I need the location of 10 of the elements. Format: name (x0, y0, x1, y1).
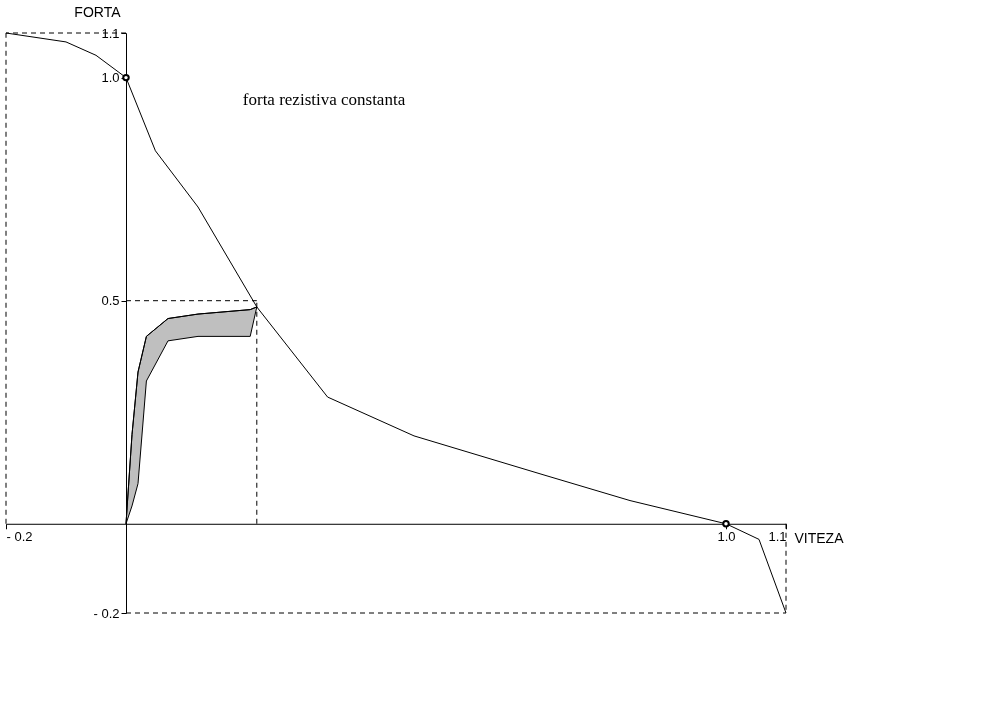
y-tick-label: 0.5 (101, 293, 120, 309)
x-tick-label: - 0.2 (6, 529, 33, 545)
x-axis-title: VITEZA (794, 530, 845, 547)
annotation: forta rezistiva constanta (242, 89, 406, 109)
y-tick-label: 1.0 (101, 70, 120, 86)
y-tick-label: 1.1 (101, 25, 120, 41)
x-tick-label: 1.0 (717, 529, 736, 545)
y-axis-title: FORTA (74, 3, 122, 20)
y-tick-label: - 0.2 (93, 605, 120, 621)
x-tick-label: 1.1 (768, 529, 787, 545)
